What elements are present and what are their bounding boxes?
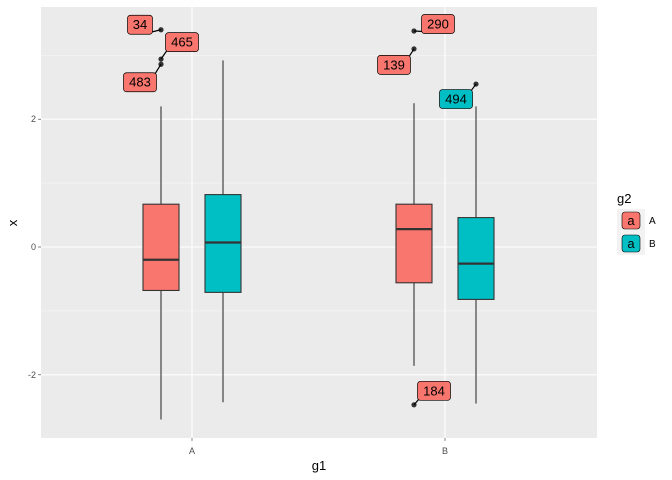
legend-key-b-swatch [621, 234, 641, 253]
boxplot-B-B [457, 81, 495, 404]
x-tick-label: A [189, 446, 195, 456]
legend-label-a: A [649, 216, 656, 227]
label-box [123, 72, 157, 93]
legend-label-b: B [649, 239, 656, 250]
boxplot-A-B [204, 60, 242, 403]
box [142, 203, 180, 292]
legend-title: g2 [617, 191, 631, 206]
legend-key-b-letter: a [627, 236, 635, 251]
outlier-label: 483 [123, 63, 162, 93]
label-text: 139 [383, 57, 405, 72]
box [395, 203, 433, 284]
label-text: 34 [133, 17, 147, 32]
outlier-label: 34 [127, 14, 162, 35]
label-text: 494 [445, 92, 467, 107]
y-tick-label: -2 [28, 370, 36, 380]
label-box [377, 55, 411, 75]
legend-key-a-letter: a [627, 213, 635, 228]
boxplot-A-A [142, 27, 180, 420]
label-box [421, 14, 455, 34]
label-box [127, 14, 153, 35]
label-text: 465 [171, 35, 193, 50]
panel-background [41, 7, 597, 438]
label-box [165, 32, 199, 52]
y-tick-label: 2 [31, 114, 36, 124]
legend-key-a: a [617, 209, 645, 232]
outlier-label: 290 [413, 14, 455, 34]
outlier-label: 494 [439, 83, 477, 109]
axes: -2 0 2 A B [28, 114, 448, 456]
outlier-label: 465 [160, 32, 199, 60]
label-text: 184 [423, 383, 445, 398]
y-axis-title: x [5, 219, 20, 226]
y-tick-label: 0 [31, 242, 36, 252]
legend: g2 a A a B [617, 191, 656, 255]
label-text: 483 [129, 75, 151, 90]
legend-key-b: a [617, 232, 645, 255]
x-axis-title: g1 [312, 458, 326, 473]
outlier-label: 184 [413, 380, 451, 406]
label-box [439, 89, 473, 109]
label-box [417, 380, 451, 401]
outlier-label: 139 [377, 48, 415, 75]
boxplots [142, 27, 495, 420]
box [457, 217, 495, 300]
outlier-labels: 34 465 483 290 139 184 494 [123, 14, 477, 406]
label-text: 290 [427, 17, 449, 32]
grid [41, 7, 597, 438]
legend-key-a-swatch [621, 211, 641, 230]
x-tick-label: B [442, 446, 448, 456]
